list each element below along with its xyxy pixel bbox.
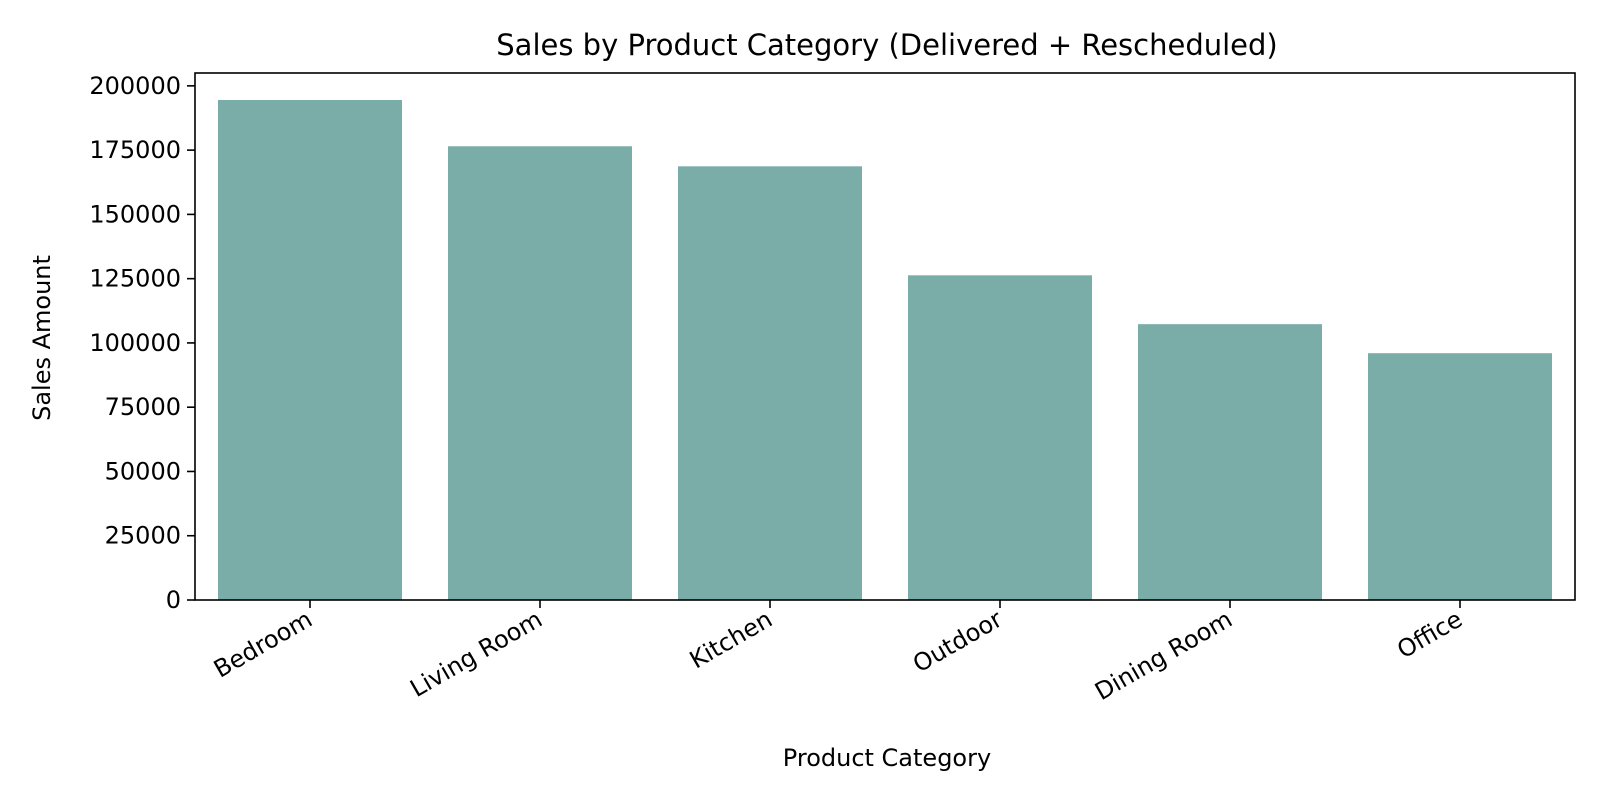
x-tick-label: Dining Room (1090, 605, 1237, 706)
y-tick-label: 50000 (105, 457, 181, 485)
x-tick-label: Living Room (405, 605, 547, 703)
bars-group (218, 99, 1552, 601)
y-tick-label: 75000 (105, 393, 181, 421)
bar-office (1368, 353, 1552, 600)
bar-kitchen (678, 166, 862, 600)
x-tick-label: Outdoor (908, 605, 1007, 678)
y-tick-label: 0 (166, 586, 181, 614)
y-axis-ticks: 0 25000 50000 75000 100000 125000 150000 175000… (89, 72, 195, 614)
plot-frame (194, 72, 1576, 601)
x-axis-ticks: Bedroom Living Room Kitchen Outdoor Dining R… (209, 600, 1467, 706)
x-tick-label: Kitchen (685, 605, 777, 674)
y-tick-label: 100000 (89, 329, 181, 357)
chart-title: Sales by Product Category (Delivered + R… (496, 28, 1277, 62)
x-tick-label: Office (1392, 605, 1467, 664)
bar-outdoor (908, 275, 1092, 600)
y-tick-label: 200000 (89, 72, 181, 100)
y-axis-label: Sales Amount (28, 255, 56, 421)
y-tick-label: 175000 (89, 136, 181, 164)
plot-area: 0 25000 50000 75000 100000 125000 150000 175000… (89, 72, 1576, 706)
y-tick-label: 125000 (89, 265, 181, 293)
x-tick-label: Bedroom (209, 605, 317, 684)
y-tick-label: 25000 (105, 522, 181, 550)
y-tick-label: 150000 (89, 200, 181, 228)
bar-dining-room (1138, 324, 1322, 600)
x-axis-label: Product Category (783, 744, 991, 772)
bar-living-room (448, 146, 632, 600)
bar-bedroom (218, 99, 402, 601)
